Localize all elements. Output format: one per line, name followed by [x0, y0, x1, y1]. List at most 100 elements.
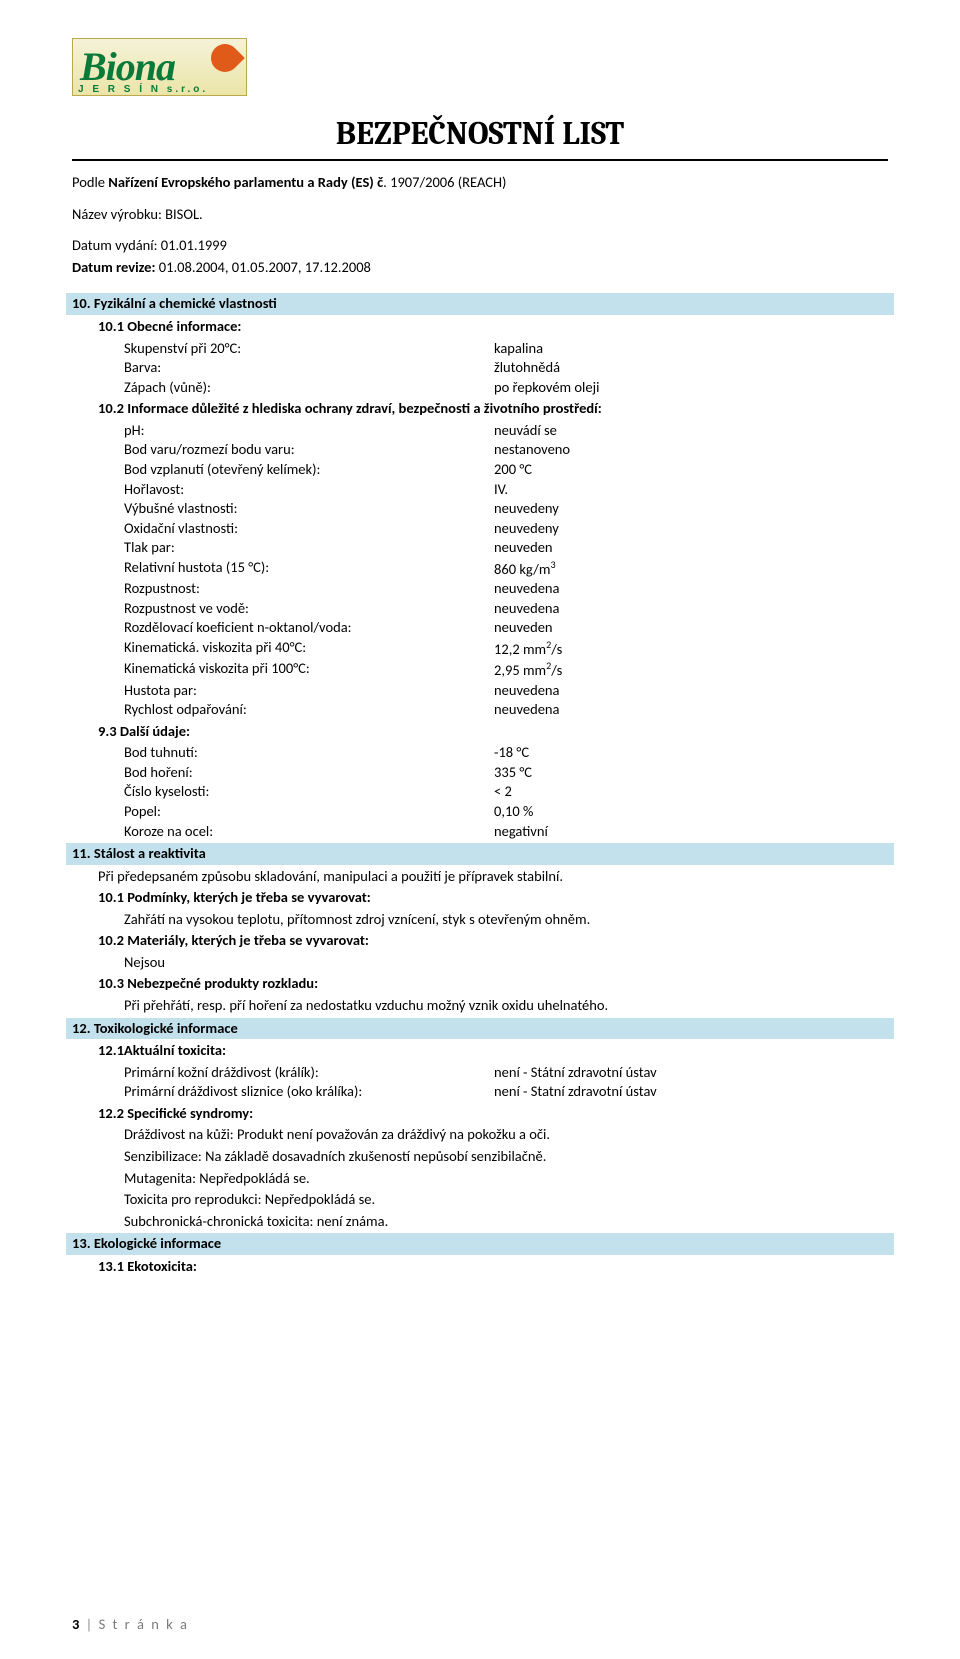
page-footer: 3 | S t r á n k a [72, 1615, 189, 1635]
subhead-13-1: 13.1 Ekotoxicita: [98, 1257, 888, 1277]
property-row: Skupenství při 20°C:kapalina [124, 339, 888, 359]
property-value: IV. [494, 480, 888, 500]
property-key: Bod hoření: [124, 763, 494, 783]
text: . 1907/2006 (REACH) [383, 173, 506, 191]
property-key: Bod vzplanutí (otevřený kelímek): [124, 460, 494, 480]
revision-date: Datum revize: 01.08.2004, 01.05.2007, 17… [72, 258, 888, 278]
section-10-heading: 10. Fyzikální a chemické vlastnosti [66, 293, 894, 315]
property-row: Rychlost odpařování:neuvedena [124, 700, 888, 720]
page-number: 3 [72, 1615, 79, 1633]
section-10-body: 10.1 Obecné informace: Skupenství při 20… [72, 317, 888, 841]
property-key: Bod varu/rozmezí bodu varu: [124, 440, 494, 460]
property-key: Popel: [124, 802, 494, 822]
text: Nejsou [98, 953, 888, 973]
property-row: Bod tuhnutí: -18 °C [124, 743, 888, 763]
text-line: Dráždivost na kůži: Produkt není považov… [124, 1125, 888, 1145]
property-key: Zápach (vůně): [124, 378, 494, 398]
property-value: negativní [494, 822, 888, 842]
page: Biona J E R S Í N s.r.o. BEZPEČNOSTNÍ LI… [0, 0, 960, 1659]
property-row: Koroze na ocel:negativní [124, 822, 888, 842]
property-key: Primární kožní dráždivost (králík): [124, 1063, 494, 1083]
text: Podle [72, 173, 108, 191]
subhead-10-3b: 10.3 Nebezpečné produkty rozkladu: [98, 974, 888, 994]
property-value: 335 °C [494, 763, 888, 783]
property-key: Hořlavost: [124, 480, 494, 500]
property-row: Oxidační vlastnosti:neuvedeny [124, 519, 888, 539]
property-row: Bod hoření:335 °C [124, 763, 888, 783]
section-13-heading: 13. Ekologické informace [66, 1233, 894, 1255]
property-value: neuvedena [494, 579, 888, 599]
subhead-9-3: 9.3 Další údaje: [98, 722, 888, 742]
subhead-10-1: 10.1 Obecné informace: [98, 317, 888, 337]
text: Při přehřátí, resp. pří hoření za nedost… [98, 996, 888, 1016]
property-value: neuveden [494, 538, 888, 558]
revision-label: Datum revize: [72, 258, 159, 276]
property-key: Rozpustnost: [124, 579, 494, 599]
property-row: Kinematická. viskozita při 40°C: 12,2 mm… [124, 638, 888, 659]
property-value: neuveden [494, 618, 888, 638]
logo: Biona J E R S Í N s.r.o. [72, 38, 247, 106]
property-row: pH:neuvádí se [124, 421, 888, 441]
subhead-10-2b: 10.2 Materiály, kterých je třeba se vyva… [98, 931, 888, 951]
property-row: Rozpustnost:neuvedena [124, 579, 888, 599]
subhead-10-2: 10.2 Informace důležité z hlediska ochra… [98, 399, 888, 419]
property-row: Kinematická viskozita při 100°C: 2,95 mm… [124, 659, 888, 680]
property-row: Hořlavost:IV. [124, 480, 888, 500]
property-value: nestanoveno [494, 440, 888, 460]
section-12-heading: 12. Toxikologické informace [66, 1018, 894, 1040]
property-key: Barva: [124, 358, 494, 378]
property-key: Kinematická viskozita při 100°C: [124, 659, 494, 680]
text-line: Subchronická-chronická toxicita: není zn… [124, 1212, 888, 1232]
property-key: Rychlost odpařování: [124, 700, 494, 720]
title-rule [72, 159, 888, 161]
property-row: Zápach (vůně):po řepkovém oleji [124, 378, 888, 398]
text: Zahřátí na vysokou teplotu, přítomnost z… [98, 910, 888, 930]
section-13-body: 13.1 Ekotoxicita: [72, 1257, 888, 1277]
property-value: 2,95 mm2/s [494, 659, 888, 680]
property-value: 0,10 % [494, 802, 888, 822]
property-row: Bod varu/rozmezí bodu varu:nestanoveno [124, 440, 888, 460]
footer-label: S t r á n k a [99, 1615, 189, 1633]
text: Při předepsaném způsobu skladování, mani… [98, 867, 888, 887]
property-key: Skupenství při 20°C: [124, 339, 494, 359]
property-row: Barva:žlutohnědá [124, 358, 888, 378]
property-value: žlutohnědá [494, 358, 888, 378]
property-row: Hustota par:neuvedena [124, 681, 888, 701]
property-row: Popel:0,10 % [124, 802, 888, 822]
property-key: Hustota par: [124, 681, 494, 701]
section-11-heading: 11. Stálost a reaktivita [66, 843, 894, 865]
logo-subtext: J E R S Í N s.r.o. [78, 83, 208, 97]
property-key: Koroze na ocel: [124, 822, 494, 842]
property-value: není - Statní zdravotní ústav [494, 1082, 888, 1102]
property-key: Výbušné vlastnosti: [124, 499, 494, 519]
property-key: Relativní hustota (15 °C): [124, 558, 494, 579]
property-row: Relativní hustota (15 °C):860 kg/m3 [124, 558, 888, 579]
property-key: Bod tuhnutí: [124, 743, 494, 763]
property-key: Tlak par: [124, 538, 494, 558]
property-value: kapalina [494, 339, 888, 359]
property-value: po řepkovém oleji [494, 378, 888, 398]
section-11-body: Při předepsaném způsobu skladování, mani… [72, 867, 888, 1016]
property-value: neuvedena [494, 700, 888, 720]
subhead-12-2: 12.2 Specifické syndromy: [98, 1104, 888, 1124]
property-row: Rozdělovací koeficient n-oktanol/voda:ne… [124, 618, 888, 638]
property-key: Primární dráždivost sliznice (oko králík… [124, 1082, 494, 1102]
property-value: není - Státní zdravotní ústav [494, 1063, 888, 1083]
property-key: Rozdělovací koeficient n-oktanol/voda: [124, 618, 494, 638]
property-value: 860 kg/m3 [494, 558, 888, 579]
property-value: neuvedeny [494, 519, 888, 539]
property-value: -18 °C [494, 743, 888, 763]
property-row: Primární kožní dráždivost (králík):není … [124, 1063, 888, 1083]
subhead-12-1: 12.1Aktuální toxicita: [98, 1041, 888, 1061]
property-value: neuvedena [494, 681, 888, 701]
product-name: Název výrobku: BISOL. [72, 205, 888, 225]
page-title: BEZPEČNOSTNÍ LIST [72, 112, 888, 155]
property-row: Tlak par:neuveden [124, 538, 888, 558]
property-row: Číslo kyselosti:< 2 [124, 782, 888, 802]
footer-divider: | [86, 1615, 93, 1633]
property-value: 200 °C [494, 460, 888, 480]
subhead-10-1b: 10.1 Podmínky, kterých je třeba se vyvar… [98, 888, 888, 908]
property-value: 12,2 mm2/s [494, 638, 888, 659]
property-row: Primární dráždivost sliznice (oko králík… [124, 1082, 888, 1102]
property-value: < 2 [494, 782, 888, 802]
